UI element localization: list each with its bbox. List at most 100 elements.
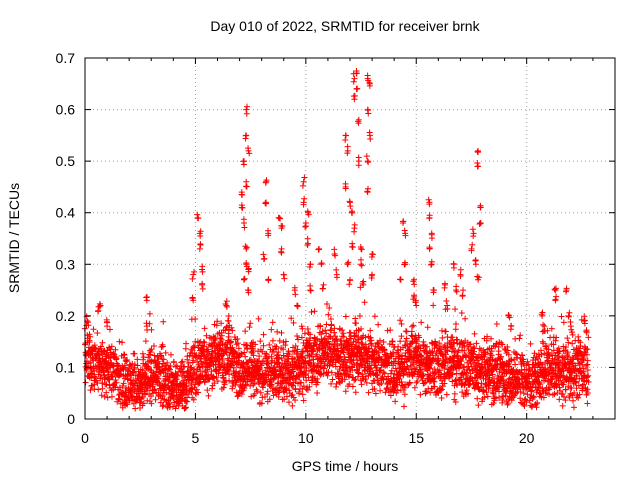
data-point	[229, 327, 236, 334]
data-point	[121, 362, 128, 369]
data-point	[248, 359, 255, 366]
data-point	[90, 326, 97, 333]
data-point	[235, 345, 242, 352]
data-point	[107, 355, 114, 362]
data-point	[210, 373, 217, 380]
data-point	[119, 382, 126, 389]
data-point	[285, 348, 292, 355]
data-point	[275, 389, 282, 396]
data-point	[201, 379, 208, 386]
data-point	[87, 333, 94, 340]
data-point	[281, 369, 288, 376]
data-point	[147, 351, 154, 358]
data-point	[131, 350, 138, 357]
data-point	[278, 384, 285, 391]
data-point	[95, 386, 102, 393]
data-point	[276, 337, 283, 344]
data-point	[211, 374, 218, 381]
data-point	[113, 379, 120, 386]
data-point	[242, 353, 249, 360]
data-point	[228, 324, 235, 331]
data-point	[146, 310, 153, 317]
data-point	[275, 349, 282, 356]
data-point	[182, 345, 189, 352]
data-point	[196, 364, 203, 371]
x-tick-label: 20	[519, 430, 535, 446]
data-point	[108, 393, 115, 400]
data-point	[99, 339, 106, 346]
data-point	[282, 338, 289, 345]
data-point	[139, 350, 146, 357]
data-point	[98, 392, 105, 399]
data-point	[87, 387, 94, 394]
data-point	[207, 363, 214, 370]
data-point	[251, 376, 258, 383]
data-point	[116, 338, 123, 345]
data-point	[274, 328, 281, 335]
data-point	[99, 385, 106, 392]
data-point	[151, 386, 158, 393]
data-point	[162, 349, 169, 356]
data-point	[262, 367, 269, 374]
data-point	[290, 382, 297, 389]
data-point	[148, 358, 155, 365]
data-point	[126, 366, 133, 373]
y-tick-label: 0.7	[56, 50, 76, 66]
data-point	[268, 326, 275, 333]
data-point	[157, 399, 164, 406]
data-point	[288, 315, 295, 322]
data-point	[213, 366, 220, 373]
data-point	[229, 383, 236, 390]
data-point	[92, 374, 99, 381]
data-point	[278, 329, 285, 336]
data-point	[265, 360, 272, 367]
data-point	[124, 401, 131, 408]
data-point	[195, 389, 202, 396]
data-point	[130, 400, 137, 407]
data-point	[221, 381, 228, 388]
data-point	[120, 380, 127, 387]
data-point	[214, 378, 221, 385]
data-point	[97, 375, 104, 382]
data-point	[204, 387, 211, 394]
data-point	[130, 369, 137, 376]
data-point	[289, 382, 296, 389]
data-point	[234, 336, 241, 343]
data-point	[219, 356, 226, 363]
data-point	[87, 351, 94, 358]
data-point	[170, 395, 177, 402]
x-axis-label: GPS time / hours	[292, 458, 399, 474]
data-point	[242, 382, 249, 389]
data-point	[242, 328, 249, 335]
data-point	[215, 370, 222, 377]
data-point	[86, 351, 93, 358]
data-point	[193, 368, 200, 375]
data-point	[243, 381, 250, 388]
data-point	[290, 368, 297, 375]
data-point	[280, 346, 287, 353]
data-point	[213, 374, 220, 381]
y-tick-label: 0.2	[56, 308, 76, 324]
data-point	[257, 338, 264, 345]
data-point	[136, 399, 143, 406]
data-point	[181, 405, 188, 412]
data-point	[201, 339, 208, 346]
data-point	[160, 356, 167, 363]
data-point	[193, 386, 200, 393]
data-point	[268, 381, 275, 388]
data-point	[88, 383, 95, 390]
data-point	[258, 362, 265, 369]
data-point	[264, 391, 271, 398]
data-point	[99, 380, 106, 387]
data-point	[266, 341, 273, 348]
data-point	[114, 361, 121, 368]
data-point	[100, 348, 107, 355]
data-point	[190, 357, 197, 364]
data-point	[211, 380, 218, 387]
data-point	[188, 389, 195, 396]
data-point	[261, 379, 268, 386]
data-point	[106, 326, 113, 333]
data-point	[203, 332, 210, 339]
data-point	[201, 325, 208, 332]
